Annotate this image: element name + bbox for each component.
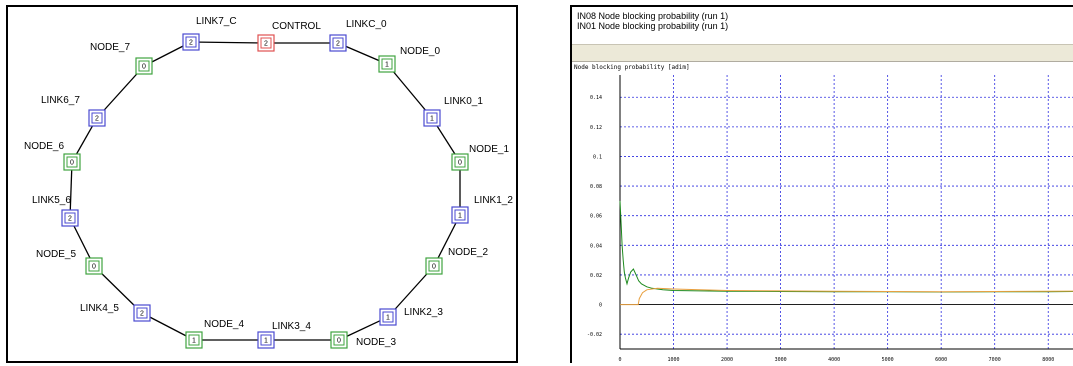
ring-element-link1-2[interactable]: 1 LINK1_2 [451, 195, 513, 224]
y-tick-label: 0.04 [590, 243, 602, 249]
ring-edge [190, 41, 267, 44]
y-tick-label: 0.08 [590, 184, 602, 190]
element-value: 1 [385, 62, 389, 69]
plot-panel: IN08 Node blocking probability (run 1) I… [570, 5, 1073, 363]
element-label: LINK4_5 [80, 303, 119, 314]
element-label: NODE_6 [24, 141, 64, 152]
legend-series-2: IN01 Node blocking probability (run 1) [577, 21, 729, 31]
x-tick-label: 0 [618, 357, 621, 363]
ring-element-link6-7[interactable]: 2 LINK6_7 [41, 95, 106, 127]
ring-element-link4-5[interactable]: 2 LINK4_5 [80, 303, 151, 322]
series-line-1 [619, 200, 1073, 293]
element-label: LINK6_7 [41, 95, 80, 106]
ring-element-link7-c[interactable]: 2 LINK7_C [182, 16, 237, 51]
element-label: LINKC_0 [346, 19, 387, 30]
element-value: 0 [432, 264, 436, 271]
element-value: 1 [430, 116, 434, 123]
element-label: LINK3_4 [272, 321, 311, 332]
ring-element-node-0[interactable]: 1 NODE_0 [378, 46, 440, 73]
element-label: LINK2_3 [404, 307, 443, 318]
element-value: 2 [140, 311, 144, 318]
ring-edge [386, 63, 433, 119]
x-tick-label: 3000 [775, 357, 787, 363]
element-value: 2 [189, 40, 193, 47]
element-label: CONTROL [272, 21, 321, 32]
element-value: 2 [336, 41, 340, 48]
element-value: 1 [458, 213, 462, 220]
y-tick-label: -0.02 [587, 332, 602, 338]
element-label: LINK7_C [196, 16, 237, 27]
element-value: 2 [95, 116, 99, 123]
element-label: NODE_4 [204, 319, 244, 330]
y-tick-label: 0.06 [590, 214, 602, 220]
ring-element-node-3[interactable]: 0 NODE_3 [330, 331, 396, 349]
ring-element-node-6[interactable]: 0 NODE_6 [24, 141, 81, 171]
line-chart: 0.14 0.12 0.1 0.08 0.06 0.04 0.02 0 -0.02 0 1000 20… [587, 75, 1073, 363]
ring-element-node-1[interactable]: 0 NODE_1 [451, 144, 509, 171]
chart-title: Node blocking probability [adim] [574, 64, 690, 71]
element-value: 1 [386, 315, 390, 322]
network-topology-diagram: 2CONTROL2LINKC_01NODE_01LINK0_10NODE_11L… [24, 16, 513, 349]
ring-element-linkc-0[interactable]: 2 LINKC_0 [329, 19, 387, 52]
element-label: NODE_5 [36, 249, 76, 260]
element-label: NODE_0 [400, 46, 440, 57]
element-value: 2 [68, 216, 72, 223]
plot-toolbar [572, 44, 1073, 62]
y-tick-label: 0.02 [590, 273, 602, 279]
element-label: NODE_3 [356, 337, 396, 348]
legend-series-1: IN08 Node blocking probability (run 1) [577, 11, 729, 21]
element-value: 0 [458, 160, 462, 167]
series-line-2 [620, 287, 1073, 306]
element-label: NODE_1 [469, 144, 509, 155]
ring-element-link5-6[interactable]: 2 LINK5_6 [32, 195, 79, 227]
element-value: 1 [192, 338, 196, 345]
element-value: 2 [264, 41, 268, 48]
y-tick-label: 0 [599, 303, 602, 309]
ring-element-control[interactable]: 2 CONTROL [257, 21, 321, 52]
x-tick-label: 4000 [828, 357, 840, 363]
ring-edge [141, 312, 195, 341]
ring-element-node-7[interactable]: 0 NODE_7 [90, 42, 153, 75]
ring-edge [96, 65, 145, 119]
element-label: LINK1_2 [474, 195, 513, 206]
ring-element-link2-3[interactable]: 1 LINK2_3 [379, 307, 443, 326]
x-tick-label: 7000 [989, 357, 1001, 363]
ring-element-node-4[interactable]: 1 NODE_4 [185, 319, 244, 349]
x-tick-label: 5000 [882, 357, 894, 363]
element-value: 0 [92, 264, 96, 271]
x-tick-label: 8000 [1042, 357, 1054, 363]
ring-edge [69, 161, 73, 219]
x-tick-label: 6000 [935, 357, 947, 363]
element-value: 0 [70, 160, 74, 167]
element-value: 0 [142, 64, 146, 71]
ring-element-node-2[interactable]: 0 NODE_2 [425, 247, 488, 275]
element-value: 1 [264, 338, 268, 345]
element-label: NODE_7 [90, 42, 130, 53]
ring-element-node-5[interactable]: 0 NODE_5 [36, 249, 103, 275]
y-tick-label: 0.12 [590, 125, 602, 131]
element-label: LINK0_1 [444, 96, 483, 107]
x-tick-label: 2000 [721, 357, 733, 363]
element-value: 0 [337, 338, 341, 345]
x-tick-label: 1000 [668, 357, 680, 363]
network-topology-panel: 2 CONTROL 2 LINKC_0 1 NODE_0 1 LINK0_1 0 NODE_1 1 L… [6, 5, 518, 363]
ring-element-link3-4[interactable]: 1 LINK3_4 [257, 321, 311, 349]
y-tick-label: 0.1 [593, 154, 602, 160]
y-tick-label: 0.14 [590, 95, 602, 101]
element-label: NODE_2 [448, 247, 488, 258]
element-label: LINK5_6 [32, 195, 71, 206]
ring-element-link0-1[interactable]: 1 LINK0_1 [423, 96, 483, 127]
